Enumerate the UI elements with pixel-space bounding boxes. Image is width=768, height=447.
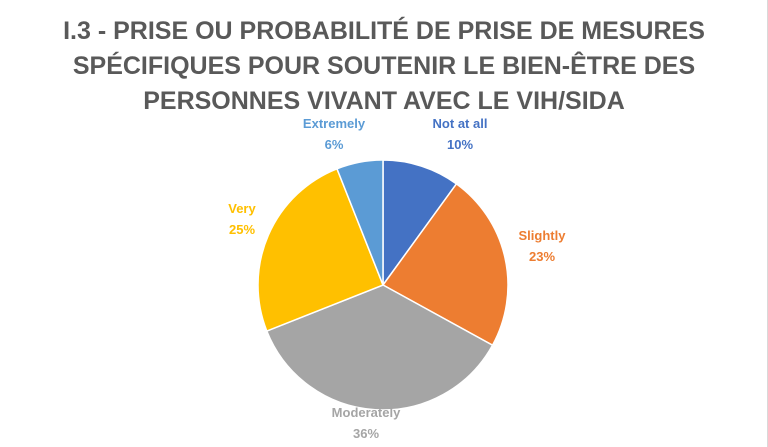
pie-slice-not-at-all	[382, 159, 458, 288]
data-label-category: Very	[228, 201, 256, 216]
data-label-percent: 23%	[529, 249, 555, 264]
data-label-moderately: Moderately 36%	[332, 405, 401, 441]
pie-slice-extremely	[336, 159, 384, 286]
data-label-percent: 10%	[447, 137, 473, 152]
pie-slice-slightly	[381, 182, 509, 347]
data-label-category: Moderately	[332, 405, 401, 420]
chart-title: I.3 - PRISE OU PROBABILITÉ DE PRISE DE M…	[20, 14, 748, 119]
pie-slice-very	[257, 167, 384, 332]
data-label-percent: 36%	[353, 426, 379, 441]
data-label-percent: 6%	[325, 137, 344, 152]
data-label-category: Extremely	[303, 116, 366, 131]
chart-title-line-2: SPÉCIFIQUES POUR SOUTENIR LE BIEN-ÊTRE D…	[72, 52, 696, 80]
chart-title-line-1: I.3 - PRISE OU PROBABILITÉ DE PRISE DE M…	[63, 17, 705, 45]
chart-title-line-3: PERSONNES VIVANT AVEC LE VIH/SIDA	[143, 87, 625, 115]
data-label-extremely: Extremely 6%	[303, 116, 366, 152]
pie-slices	[257, 159, 509, 411]
data-label-very: Very 25%	[228, 201, 256, 237]
data-label-not-at-all: Not at all 10%	[433, 116, 488, 152]
data-label-slightly: Slightly 23%	[519, 228, 567, 264]
pie-labels: Not at all 10% Slightly 23% Moderately 36% Ver…	[228, 116, 566, 441]
data-label-category: Slightly	[519, 228, 567, 243]
data-label-category: Not at all	[433, 116, 488, 131]
pie-slice-moderately	[265, 284, 494, 411]
data-label-percent: 25%	[229, 222, 255, 237]
